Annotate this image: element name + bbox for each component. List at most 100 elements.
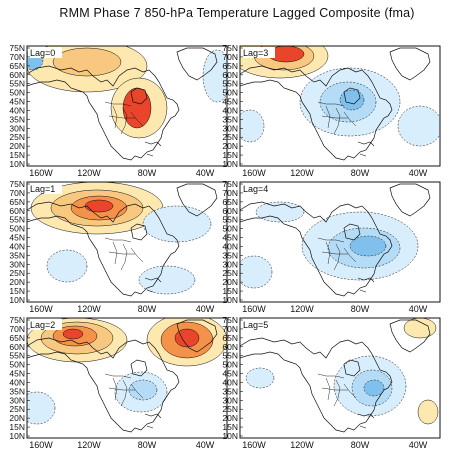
latitude-label: 65N — [9, 197, 25, 207]
latitude-label: 35N — [222, 114, 238, 124]
latitude-label: 40N — [222, 377, 238, 387]
latitude-label: 75N — [9, 43, 25, 53]
latitude-label: 25N — [222, 132, 238, 142]
latitude-label: 25N — [222, 268, 238, 278]
longitude-label: 120W — [77, 168, 101, 178]
latitude-label: 45N — [222, 233, 238, 243]
latitude-label: 75N — [9, 179, 25, 189]
latitude-label: 65N — [222, 197, 238, 207]
latitude-label: 40N — [9, 377, 25, 387]
longitude-label: 120W — [290, 440, 314, 450]
longitude-label: 80W — [351, 304, 370, 314]
latitude-label: 55N — [222, 351, 238, 361]
latitude-label: 35N — [9, 114, 25, 124]
latitude-label: 45N — [222, 369, 238, 379]
anomaly-contour — [397, 105, 440, 147]
latitude-label: 55N — [222, 79, 238, 89]
latitude-label: 55N — [9, 79, 25, 89]
latitude-label: 50N — [9, 360, 25, 370]
latitude-label: 35N — [9, 386, 25, 396]
lag-label: Lag=0 — [30, 48, 55, 58]
longitude-label: 160W — [29, 304, 53, 314]
anomaly-contour — [174, 328, 200, 348]
anomaly-contour — [240, 255, 273, 289]
longitude-label: 80W — [351, 440, 370, 450]
longitude-label: 40W — [196, 168, 215, 178]
longitude-label: 120W — [290, 304, 314, 314]
latitude-label: 45N — [9, 233, 25, 243]
anomaly-contour — [62, 328, 84, 340]
latitude-label: 20N — [9, 413, 25, 423]
latitude-label: 10N — [222, 159, 238, 169]
lag-label: Lag=2 — [30, 320, 55, 330]
latitude-label: 65N — [222, 333, 238, 343]
latitude-label: 65N — [9, 61, 25, 71]
longitude-label: 160W — [242, 304, 266, 314]
latitude-label: 75N — [9, 315, 25, 325]
anomaly-contour — [240, 109, 265, 143]
anomaly-contour — [403, 318, 437, 339]
latitude-label: 30N — [222, 259, 238, 269]
latitude-label: 15N — [222, 422, 238, 432]
map-panel: Lag=1 — [26, 181, 228, 303]
map-panel: Lag=3 — [239, 45, 441, 167]
latitude-label: 30N — [222, 395, 238, 405]
longitude-label: 120W — [77, 440, 101, 450]
latitude-label: 50N — [9, 224, 25, 234]
longitude-label: 40W — [196, 304, 215, 314]
latitude-label: 60N — [9, 70, 25, 80]
figure-title: RMM Phase 7 850-hPa Temperature Lagged C… — [59, 6, 415, 20]
latitude-label: 15N — [222, 150, 238, 160]
longitude-label: 160W — [242, 440, 266, 450]
latitude-label: 60N — [9, 206, 25, 216]
latitude-label: 15N — [9, 286, 25, 296]
longitude-label: 80W — [138, 304, 157, 314]
latitude-label: 20N — [222, 277, 238, 287]
map-panel: Lag=4 — [239, 181, 441, 303]
latitude-label: 45N — [9, 369, 25, 379]
lag-label: Lag=5 — [243, 320, 268, 330]
latitude-label: 35N — [222, 386, 238, 396]
longitude-label: 160W — [242, 168, 266, 178]
latitude-label: 20N — [9, 141, 25, 151]
lag-label: Lag=1 — [30, 184, 55, 194]
latitude-label: 50N — [222, 88, 238, 98]
latitude-label: 55N — [222, 215, 238, 225]
latitude-label: 70N — [9, 52, 25, 62]
latitude-label: 50N — [9, 88, 25, 98]
latitude-label: 75N — [222, 179, 238, 189]
latitude-label: 20N — [222, 413, 238, 423]
latitude-label: 55N — [9, 215, 25, 225]
latitude-label: 60N — [222, 206, 238, 216]
latitude-label: 60N — [9, 342, 25, 352]
latitude-label: 70N — [222, 188, 238, 198]
latitude-label: 35N — [9, 250, 25, 260]
map-panel: Lag=5 — [239, 317, 441, 439]
latitude-label: 70N — [222, 324, 238, 334]
latitude-label: 30N — [9, 123, 25, 133]
latitude-label: 10N — [9, 159, 25, 169]
latitude-label: 50N — [222, 224, 238, 234]
latitude-label: 25N — [9, 268, 25, 278]
latitude-label: 20N — [222, 141, 238, 151]
latitude-label: 40N — [9, 105, 25, 115]
longitude-label: 80W — [138, 168, 157, 178]
latitude-label: 10N — [222, 431, 238, 441]
longitude-label: 40W — [409, 168, 428, 178]
latitude-label: 10N — [9, 295, 25, 305]
anomaly-contour — [46, 249, 88, 283]
latitude-label: 65N — [9, 333, 25, 343]
anomaly-contour — [84, 199, 114, 213]
longitude-label: 120W — [290, 168, 314, 178]
latitude-label: 30N — [9, 259, 25, 269]
latitude-label: 55N — [9, 351, 25, 361]
longitude-label: 40W — [196, 440, 215, 450]
latitude-label: 60N — [222, 342, 238, 352]
latitude-label: 10N — [222, 295, 238, 305]
latitude-label: 25N — [9, 404, 25, 414]
latitude-label: 70N — [222, 52, 238, 62]
latitude-label: 25N — [222, 404, 238, 414]
longitude-label: 160W — [29, 168, 53, 178]
latitude-label: 45N — [222, 97, 238, 107]
